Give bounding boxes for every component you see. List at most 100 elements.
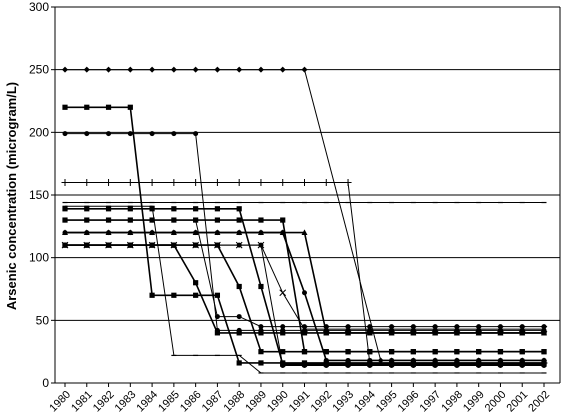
series-11-point-1 (62, 230, 68, 236)
series-10-point-12 (301, 229, 308, 235)
y-tick-label-50: 50 (36, 313, 50, 327)
series-4-point-6 (170, 178, 178, 186)
series-11-line (65, 231, 544, 362)
series-9-point-5 (149, 217, 155, 223)
series-15-point-22 (518, 325, 526, 333)
series-13-point-19 (454, 349, 460, 355)
series-11-point-8 (214, 230, 220, 236)
series-11-point-3 (106, 230, 112, 236)
series-8-point-9 (236, 217, 242, 223)
series-2-point-2 (84, 104, 90, 110)
x-tick-label-1995: 1995 (374, 389, 400, 415)
x-tick-label-2000: 2000 (483, 389, 509, 415)
series-9-point-16 (389, 324, 395, 330)
series-14-point-14 (345, 362, 351, 368)
series-7-point-6 (171, 206, 177, 212)
series-7-point-1 (62, 206, 68, 212)
series-15-point-5 (148, 241, 156, 249)
series-12-point-10 (258, 330, 264, 336)
x-tick-label-2002: 2002 (526, 389, 552, 415)
series-8-point-11 (280, 217, 286, 223)
series-13-point-22 (519, 349, 525, 355)
series-15-point-20 (475, 325, 483, 333)
series-1-point-4 (127, 66, 134, 73)
series-15-point-11 (279, 289, 287, 297)
x-tick-label-1985: 1985 (156, 389, 182, 415)
series-7-point-4 (127, 206, 133, 212)
series-2-point-8 (214, 292, 221, 298)
series-9-point-20 (476, 324, 482, 330)
series-1-point-10 (257, 66, 264, 73)
series-9 (62, 217, 547, 330)
series-9-point-4 (127, 217, 133, 223)
series-2-point-1 (62, 104, 68, 110)
series-2-point-6 (171, 292, 177, 298)
series-9-point-7 (193, 217, 199, 223)
series-1-point-5 (149, 66, 156, 73)
series-15-point-9 (235, 241, 243, 249)
series-11-point-2 (84, 230, 90, 236)
series-12-point-17 (410, 330, 416, 336)
series-12-point-15 (367, 330, 373, 336)
x-tick-label-1981: 1981 (69, 389, 95, 415)
series-12-point-21 (497, 330, 504, 336)
y-tick-label-150: 150 (29, 188, 49, 202)
series-14-point-13 (323, 362, 329, 368)
series-15-point-16 (388, 325, 395, 333)
series-12-point-18 (432, 330, 438, 336)
series-1-point-12 (301, 66, 308, 73)
series-12-point-8 (214, 330, 221, 336)
series-12-point-12 (301, 330, 308, 336)
series-2-point-4 (127, 104, 133, 110)
y-axis-title: Arsenic concentration (microgram/L) (4, 82, 19, 310)
series-7-point-5 (149, 206, 155, 212)
series-9-point-8 (214, 314, 220, 320)
series-4-point-10 (257, 178, 265, 186)
x-tick-label-1990: 1990 (265, 389, 291, 415)
series-11-point-19 (454, 357, 460, 363)
series-4-point-2 (83, 178, 91, 186)
series-11-point-23 (541, 357, 547, 363)
series-11-point-7 (193, 230, 199, 236)
series-9-point-21 (497, 324, 503, 330)
series-4 (61, 178, 548, 367)
series-12-point-9 (236, 330, 242, 336)
x-tick-label-1997: 1997 (417, 389, 443, 415)
series-11-point-20 (476, 357, 482, 363)
series-4-point-4 (126, 178, 134, 186)
series-4-point-11 (279, 178, 287, 186)
x-tick-label-1994: 1994 (352, 389, 378, 415)
series-4-point-1 (61, 178, 69, 186)
x-tick-label-1999: 1999 (461, 389, 487, 415)
series-9-point-18 (432, 324, 438, 330)
series-15-point-7 (192, 241, 199, 249)
series-1 (62, 66, 547, 364)
series-11-point-22 (519, 357, 525, 363)
series-2-point-7 (193, 292, 199, 298)
series-7-point-3 (105, 206, 112, 212)
x-tick-label-1987: 1987 (200, 389, 226, 415)
x-tick-label-1993: 1993 (330, 389, 356, 415)
series-12-point-7 (193, 280, 199, 286)
series-1-line (65, 69, 544, 361)
series-9-point-22 (519, 324, 525, 330)
series-14-point-22 (519, 362, 525, 368)
y-tick-label-300: 300 (29, 0, 49, 14)
series-7-point-7 (193, 206, 199, 212)
series-9-point-15 (367, 324, 373, 330)
series-12-point-13 (323, 330, 329, 336)
series-3-point-3 (106, 131, 112, 137)
series-1-point-2 (83, 66, 90, 73)
series-11 (62, 230, 547, 363)
x-tick-label-1986: 1986 (178, 389, 204, 415)
series-11-point-13 (323, 357, 329, 363)
x-tick-label-1983: 1983 (113, 389, 139, 415)
series-11-point-18 (432, 357, 438, 363)
series-14-point-23 (541, 362, 547, 368)
x-tick-label-1989: 1989 (243, 389, 269, 415)
series-10-line (65, 231, 544, 334)
series-11-point-6 (171, 230, 177, 236)
series-4-point-5 (148, 178, 156, 186)
series-9-point-11 (280, 324, 286, 330)
series-2-point-10 (258, 360, 264, 366)
